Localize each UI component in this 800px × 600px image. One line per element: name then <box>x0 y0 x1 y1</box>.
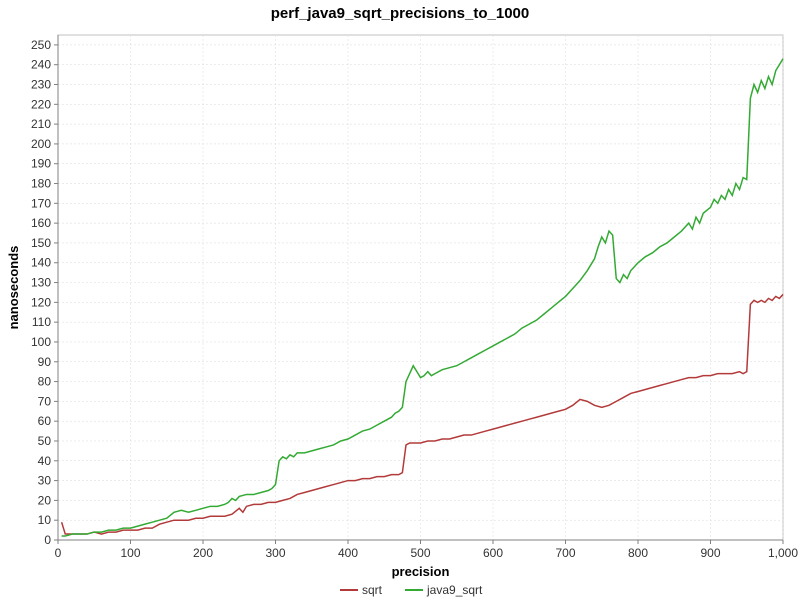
legend-label-sqrt: sqrt <box>362 583 383 597</box>
x-tick-label: 200 <box>193 546 213 560</box>
y-tick-label: 230 <box>31 78 51 92</box>
y-tick-label: 80 <box>38 375 52 389</box>
y-tick-label: 250 <box>31 38 51 52</box>
y-tick-label: 20 <box>38 493 52 507</box>
y-tick-label: 200 <box>31 137 51 151</box>
y-tick-label: 110 <box>32 315 51 329</box>
y-tick-label: 190 <box>31 157 51 171</box>
x-tick-label: 0 <box>55 546 62 560</box>
y-tick-label: 220 <box>31 97 51 111</box>
y-tick-label: 10 <box>38 513 52 527</box>
x-tick-label: 100 <box>120 546 140 560</box>
x-tick-label: 300 <box>265 546 285 560</box>
chart-container: 0 100 200 300 400 500 600 700 800 900 1,000 0 10 20 30… <box>0 0 800 600</box>
y-axis-label: nanoseconds <box>6 246 21 330</box>
y-tick-label: 120 <box>31 295 51 309</box>
x-tick-label: 700 <box>555 546 575 560</box>
chart-title: perf_java9_sqrt_precisions_to_1000 <box>271 5 529 22</box>
x-tick-label: 500 <box>410 546 430 560</box>
y-tick-label: 160 <box>31 216 51 230</box>
y-tick-label: 240 <box>31 58 51 72</box>
y-tick-label: 210 <box>31 117 51 131</box>
y-tick-label: 50 <box>38 434 52 448</box>
y-tick-label: 100 <box>31 335 51 349</box>
y-tick-label: 140 <box>31 256 51 270</box>
x-tick-label: 400 <box>338 546 358 560</box>
y-tick-label: 170 <box>31 196 51 210</box>
y-tick-label: 150 <box>31 236 51 250</box>
x-tick-label: 600 <box>483 546 503 560</box>
y-tick-label: 30 <box>38 474 52 488</box>
chart-svg: 0 100 200 300 400 500 600 700 800 900 1,000 0 10 20 30… <box>0 0 800 600</box>
y-tick-label: 0 <box>44 533 51 547</box>
y-tick-label: 70 <box>38 394 52 408</box>
y-tick-label: 90 <box>38 355 52 369</box>
y-tick-label: 40 <box>38 454 52 468</box>
x-tick-label: 900 <box>700 546 720 560</box>
x-tick-label: 800 <box>628 546 648 560</box>
y-tick-label: 180 <box>31 177 51 191</box>
x-axis-label: precision <box>392 564 450 579</box>
legend-label-java9_sqrt: java9_sqrt <box>426 583 483 597</box>
y-tick-label: 130 <box>31 276 51 290</box>
y-tick-label: 60 <box>38 414 52 428</box>
x-tick-label: 1,000 <box>768 546 798 560</box>
